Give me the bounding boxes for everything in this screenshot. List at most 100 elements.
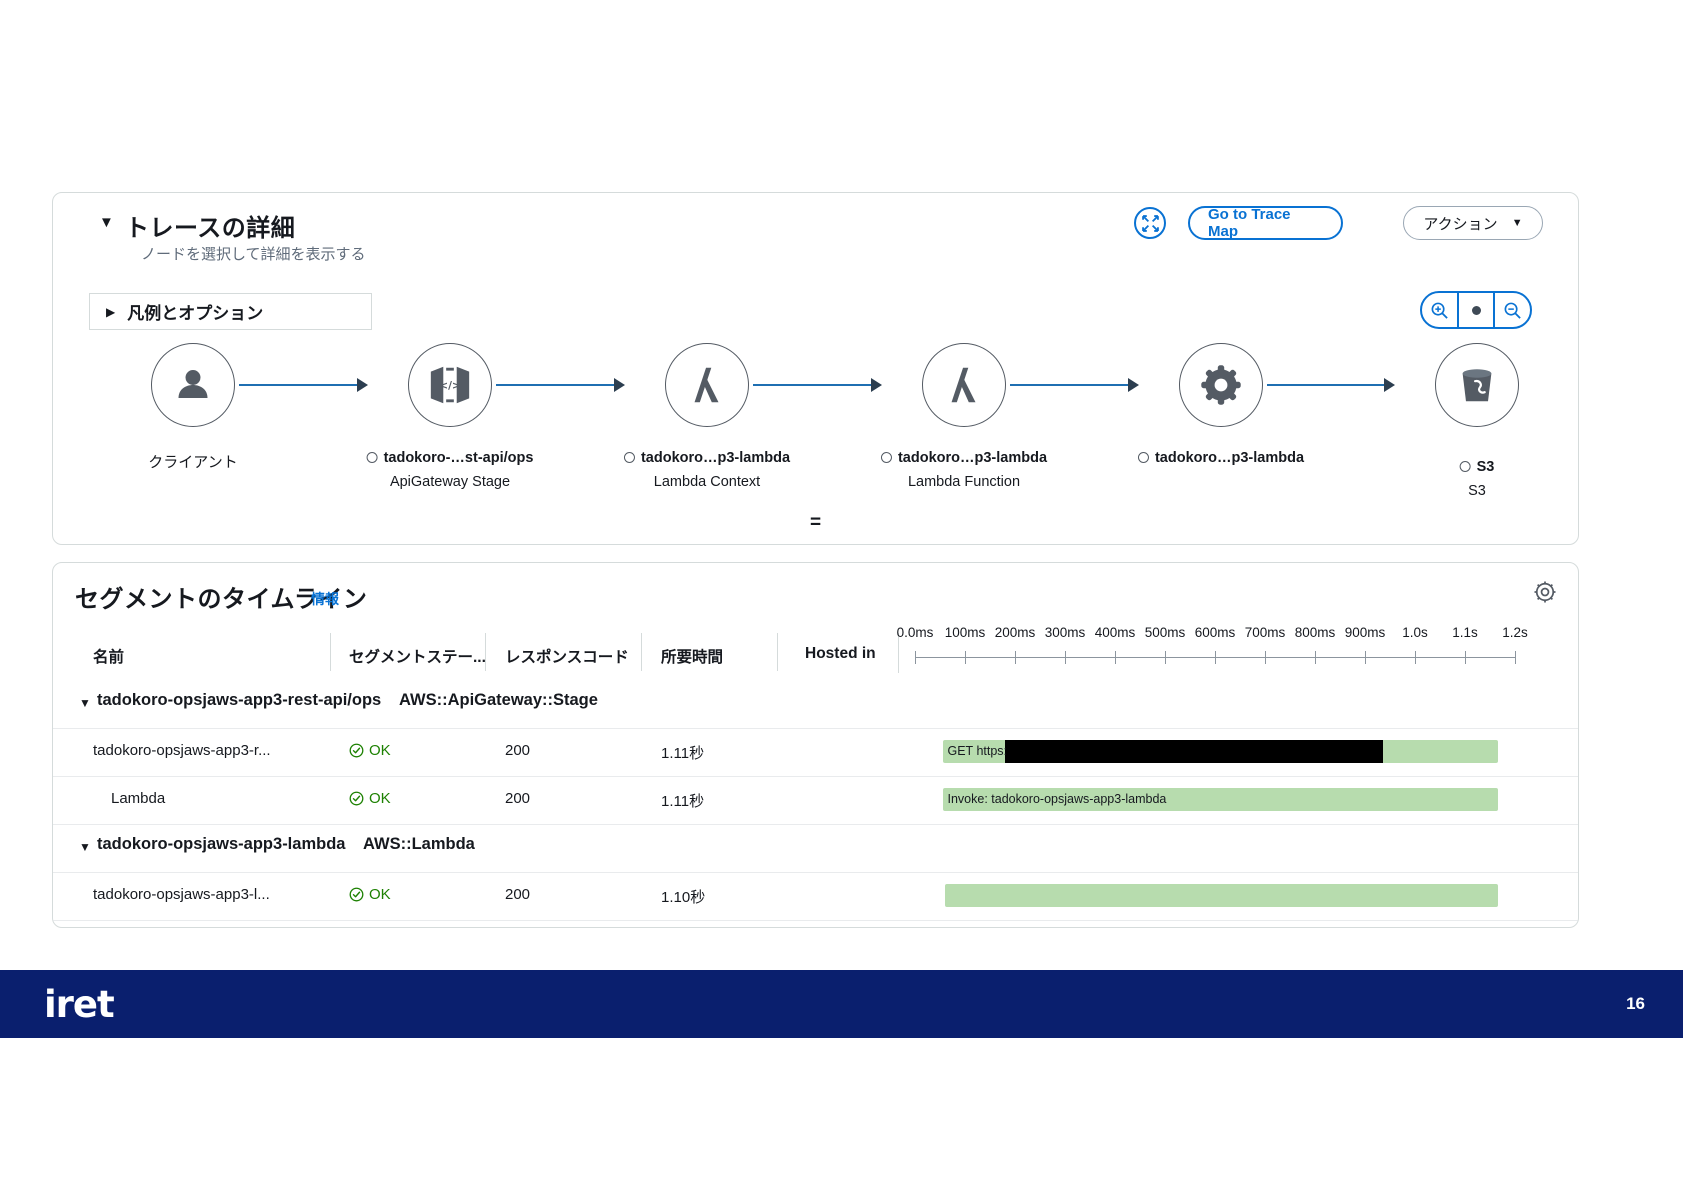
node-status-ring-icon: [1137, 451, 1149, 463]
gear-icon[interactable]: [1532, 579, 1558, 605]
axis-tick-label: 300ms: [1044, 625, 1086, 640]
axis-tick-mark: [1365, 651, 1366, 664]
status-label: OK: [369, 886, 391, 903]
axis-tick-label: 1.0s: [1402, 625, 1428, 640]
zoom-reset-dot-icon[interactable]: [1456, 293, 1494, 327]
cell-duration: 1.11秒: [661, 793, 705, 810]
axis-tick-mark: [965, 651, 966, 664]
slide-footer: iret 16: [0, 970, 1683, 1038]
node-label-client: クライアント: [148, 451, 237, 472]
gear-icon: [1201, 365, 1241, 405]
trace-map-graph: クライアント </> tadokoro-…st-api/ops ApiGatew…: [53, 343, 1578, 543]
node-status-ring-icon: [623, 451, 635, 463]
cell-segment-name: Lambda: [111, 790, 166, 807]
go-to-trace-map-button[interactable]: Go to Trace Map: [1188, 206, 1343, 240]
arrow-apigateway-to-lambda-context: [614, 378, 625, 392]
timeline-bar-track: [915, 884, 1515, 907]
edge-lambda-context-to-lambda-function: [753, 384, 873, 386]
column-header-hosted-in: Hosted in: [805, 645, 876, 662]
status-label: OK: [369, 742, 391, 759]
node-lambda-context[interactable]: [665, 343, 749, 427]
table-row[interactable]: tadokoro-opsjaws-app3-l... OK 200 1.10秒: [53, 872, 1578, 920]
zoom-in-glyph: [1431, 302, 1448, 319]
node-client[interactable]: [151, 343, 235, 427]
node-status-ring-icon: [366, 451, 378, 463]
zoom-control-group[interactable]: [1420, 291, 1532, 329]
node-subtitle-lambda-function: Lambda Function: [907, 474, 1021, 490]
timeline-bar-label: Invoke: tadokoro-opsjaws-app3-lambda: [947, 792, 1167, 806]
node-label-s3: S3: [1459, 459, 1495, 475]
node-lambda-gear-name: tadokoro…p3-lambda: [1154, 450, 1305, 466]
node-label-lambda-gear: tadokoro…p3-lambda: [1137, 450, 1305, 466]
status-ok-check-icon: [349, 887, 364, 902]
arrow-lambda-context-to-lambda-function: [871, 378, 882, 392]
axis-tick-mark: [1315, 651, 1316, 664]
arrow-client-to-apigateway: [357, 378, 368, 392]
axis-column-divider: [898, 633, 899, 673]
timeline-bar-label: GET https:: [947, 744, 1008, 758]
expand-arrows-glyph: [1141, 214, 1159, 232]
lambda-icon: [694, 367, 719, 403]
status-badge: OK: [349, 790, 391, 807]
lambda-icon: [951, 367, 976, 403]
axis-tick-label: 500ms: [1144, 625, 1186, 640]
zoom-in-icon[interactable]: [1422, 293, 1457, 327]
timeline-bar[interactable]: [945, 884, 1498, 907]
zoom-out-icon[interactable]: [1493, 293, 1530, 327]
segment-group-type: AWS::Lambda: [363, 835, 475, 853]
page-number: 16: [1626, 994, 1645, 1013]
table-body: ▼ tadokoro-opsjaws-app3-rest-api/ops AWS::…: [53, 681, 1578, 927]
cell-response-code: 200: [505, 790, 531, 807]
legend-and-options-label: 凡例とオプション: [127, 304, 264, 323]
cell-response-code: 200: [505, 742, 531, 759]
status-badge: OK: [349, 742, 391, 759]
zoom-out-glyph: [1504, 302, 1521, 319]
node-apigateway-stage[interactable]: </>: [408, 343, 492, 427]
timeline-bar[interactable]: [942, 788, 1498, 811]
node-s3[interactable]: [1435, 343, 1519, 427]
svg-text:</>: </>: [439, 380, 461, 392]
column-header-duration: 所要時間: [661, 649, 724, 666]
header-divider: [641, 633, 642, 671]
node-status-ring-icon: [880, 451, 892, 463]
status-label: OK: [369, 790, 391, 807]
status-ok-check-icon: [349, 743, 364, 758]
segment-group-row[interactable]: ▼ tadokoro-opsjaws-app3-rest-api/ops AWS::…: [53, 681, 1578, 728]
actions-dropdown-button[interactable]: アクション ▼: [1403, 206, 1543, 240]
chevron-down-icon[interactable]: ▼: [79, 696, 91, 710]
page-title: トレースの詳細: [125, 215, 296, 242]
table-header-row: 名前 セグメントステー... レスポンスコード 所要時間 Hosted in: [53, 625, 1578, 681]
brand-logo: iret: [44, 982, 115, 1026]
node-lambda-function[interactable]: [922, 343, 1006, 427]
status-badge: OK: [349, 886, 391, 903]
axis-tick-label: 400ms: [1094, 625, 1136, 640]
axis-tick-mark: [1015, 651, 1016, 664]
axis-tick-label: 800ms: [1294, 625, 1336, 640]
node-s3-name: S3: [1476, 459, 1495, 475]
axis-tick-label: 0.0ms: [896, 625, 934, 640]
resize-handle[interactable]: =: [809, 512, 822, 533]
axis-tick-label: 100ms: [944, 625, 986, 640]
table-row[interactable]: tadokoro-opsjaws-app3-r... OK 200 1.11秒 GET …: [53, 728, 1578, 776]
table-row[interactable]: Lambda OK 200 1.11秒 Invoke: tadokoro-opsjaws…: [53, 776, 1578, 824]
timeline-bar-track: GET https:: [915, 740, 1515, 763]
node-apigateway-name: tadokoro-…st-api/ops: [383, 450, 534, 466]
chevron-down-icon[interactable]: ▼: [79, 840, 91, 854]
axis-tick-label: 1.2s: [1502, 625, 1528, 640]
edge-client-to-apigateway: [239, 384, 359, 386]
column-header-name: 名前: [93, 649, 125, 666]
cell-segment-name: tadokoro-opsjaws-app3-l...: [93, 886, 270, 903]
segment-group-type: AWS::ApiGateway::Stage: [399, 691, 598, 709]
segment-group-row[interactable]: ▼tadokoro-opsjaws-app3-lambdaAWS::Lambda…: [53, 920, 1578, 927]
node-subtitle-apigateway: ApiGateway Stage: [389, 474, 511, 490]
segment-group-row[interactable]: ▼ tadokoro-opsjaws-app3-lambda AWS::Lambda: [53, 824, 1578, 872]
expand-fullscreen-icon[interactable]: [1134, 207, 1166, 239]
edge-gear-to-s3: [1267, 384, 1386, 386]
node-subtitle-s3: S3: [1468, 483, 1486, 499]
legend-and-options-toggle[interactable]: ▶ 凡例とオプション: [89, 293, 372, 330]
trace-detail-panel: ▼ トレースの詳細 ノードを選択して詳細を表示する Go to Trace Ma…: [52, 192, 1579, 545]
info-link[interactable]: 情報: [311, 591, 339, 607]
node-lambda-gear[interactable]: [1179, 343, 1263, 427]
trace-detail-collapse-caret[interactable]: ▼: [99, 214, 114, 231]
